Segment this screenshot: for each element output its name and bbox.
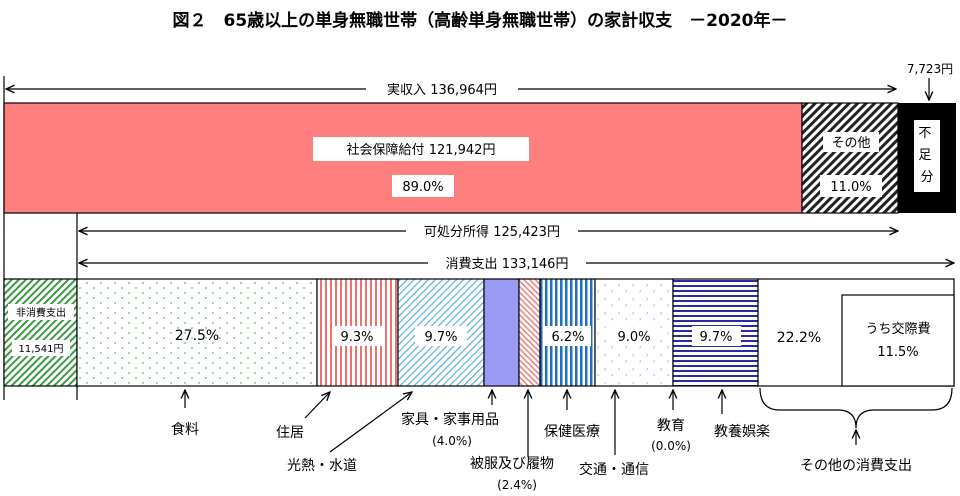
income-total-value: 136,964円 xyxy=(430,83,497,98)
brace-other-consumption xyxy=(759,387,953,429)
deficit-value: 7,723円 xyxy=(907,62,953,76)
deficit-label: 不 足 分 xyxy=(918,126,935,185)
income-total-label-bg xyxy=(366,79,518,99)
disposable-label: 可処分所得 125,423円 xyxy=(424,224,560,240)
consumption-name: 消費支出 xyxy=(446,257,498,272)
social-security-share-bg xyxy=(392,175,454,197)
expenditure-bar: 非消費支出 11,541円 27.5% 9.3% 9.7% 6.2% 9.0% … xyxy=(3,278,955,387)
bar-social-expenses xyxy=(841,294,955,387)
social-expenses-label: うち交際費 xyxy=(865,321,930,337)
share-utilities: 9.7% xyxy=(424,330,457,345)
non-consumption-label-bg xyxy=(8,304,74,320)
income-other-label-bg xyxy=(823,132,879,152)
social-expenses-share: 11.5% xyxy=(877,345,918,360)
label-food: 食料 xyxy=(171,421,199,438)
non-consumption-label: 非消費支出 xyxy=(16,306,66,319)
income-label: 実収入 xyxy=(387,82,426,98)
income-total-label: 実収入 136,964円 xyxy=(387,82,497,98)
label-furniture-share: (4.0%) xyxy=(432,434,472,448)
income-other-label: その他 xyxy=(831,136,870,151)
deficit-label-bg xyxy=(914,120,940,192)
bar-utilities xyxy=(397,278,485,387)
disposable-name: 可処分所得 xyxy=(424,224,489,240)
label-recreation: 教養娯楽 xyxy=(714,423,770,440)
income-other-share-bg xyxy=(820,175,882,197)
disposable-label-bg xyxy=(406,221,578,241)
bar-non-consumption xyxy=(3,278,78,387)
label-housing: 住居 xyxy=(276,425,304,441)
share-recreation: 9.7% xyxy=(699,330,732,345)
bar-clothing xyxy=(518,278,541,387)
non-consumption-value: 11,541円 xyxy=(19,344,64,355)
recreation-share-bg xyxy=(692,326,741,346)
share-housing: 9.3% xyxy=(340,330,373,345)
consumption-label-bg xyxy=(428,253,586,273)
social-security-name: 社会保障給付 xyxy=(347,142,425,158)
leader-housing xyxy=(304,392,330,419)
share-other-consumption: 22.2% xyxy=(777,330,821,346)
label-transport: 交通・通信 xyxy=(579,461,649,478)
label-clothing-share: (2.4%) xyxy=(497,478,537,492)
social-security-share: 89.0% xyxy=(402,180,443,195)
leader-utilities xyxy=(329,392,412,453)
housing-share-bg xyxy=(332,326,383,346)
disposable-value: 125,423円 xyxy=(493,225,560,240)
consumption-label: 消費支出 133,146円 xyxy=(446,257,569,272)
chart-title: 図２ 65歳以上の単身無職世帯（高齢単身無職世帯）の家計収支 －2020年－ xyxy=(173,10,788,31)
social-security-label: 社会保障給付 121,942円 xyxy=(347,142,496,158)
income-other-share: 11.0% xyxy=(830,180,871,195)
share-food: 27.5% xyxy=(175,328,219,344)
label-clothing: 被服及び履物 xyxy=(470,456,554,472)
bar-food xyxy=(76,278,318,387)
label-education: 教育 xyxy=(657,418,685,434)
utilities-share-bg xyxy=(415,326,467,346)
share-medical: 6.2% xyxy=(551,330,584,345)
label-furniture: 家具・家事用品 xyxy=(401,411,499,428)
bar-furniture xyxy=(483,278,520,387)
label-education-share: (0.0%) xyxy=(651,439,691,453)
share-transport: 9.0% xyxy=(617,330,650,345)
label-medical: 保健医療 xyxy=(544,423,600,440)
non-consumption-value-bg xyxy=(12,340,70,356)
social-security-value: 121,942円 xyxy=(429,143,496,158)
label-other-consumption: その他の消費支出 xyxy=(800,458,912,474)
transport-share-bg xyxy=(610,326,658,346)
medical-share-bg xyxy=(544,326,591,346)
social-security-label-bg xyxy=(313,137,529,161)
consumption-value: 133,146円 xyxy=(502,257,569,272)
label-utilities: 光熱・水道 xyxy=(287,458,357,474)
